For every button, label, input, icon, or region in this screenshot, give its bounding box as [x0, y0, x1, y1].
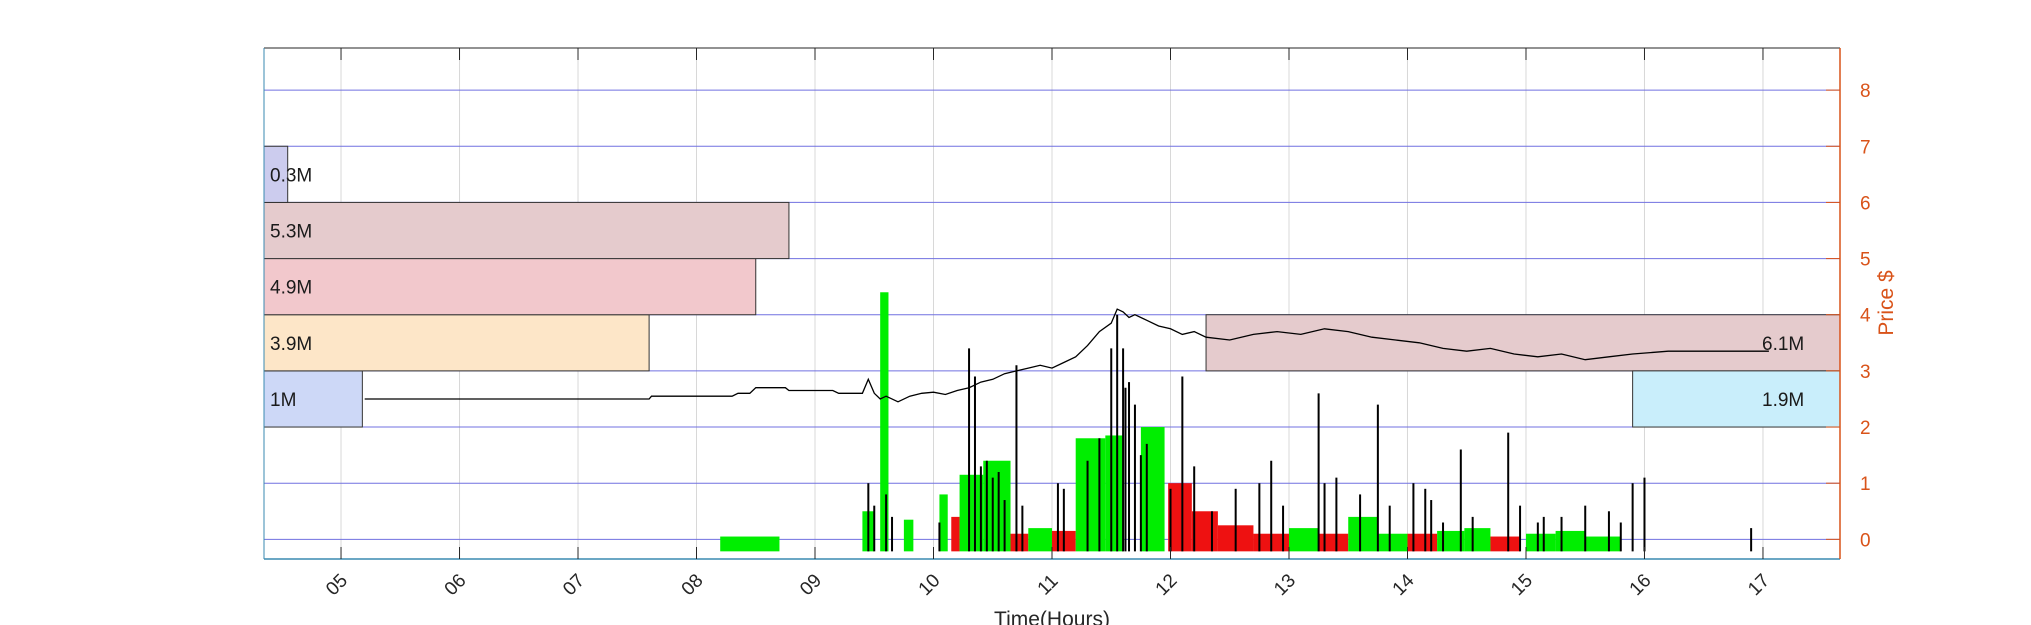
- volume-bar: [959, 474, 984, 552]
- volume-bar: [1318, 533, 1349, 552]
- volume-profile-label: 4.9M: [270, 278, 312, 299]
- volume-bar: [1490, 536, 1521, 552]
- price-line-group: [364, 308, 1769, 403]
- volume-profile-box: [263, 201, 790, 260]
- volume-profile-label: 0.3M: [270, 165, 312, 186]
- volume-bar: [880, 292, 889, 552]
- volume-bar: [1140, 427, 1165, 552]
- volume-bar: [951, 516, 960, 552]
- y-tick-label: 7: [1860, 137, 1871, 158]
- volume-bar: [1075, 438, 1106, 552]
- volume-profile-box: [1205, 314, 1841, 372]
- volume-profile-box: [1632, 370, 1841, 428]
- y-tick-label: 5: [1860, 250, 1871, 271]
- y-tick-label: 0: [1860, 530, 1871, 551]
- volume-bar: [1010, 533, 1029, 552]
- volume-ticks: [867, 314, 1753, 552]
- volume-bar: [903, 519, 914, 552]
- volume-profile-box: [263, 370, 363, 428]
- y-tick-label: 8: [1860, 81, 1871, 102]
- volume-profile-label: 3.9M: [270, 334, 312, 355]
- y-axis-title: Price $: [1875, 270, 1898, 336]
- volume-profile-box: [263, 314, 650, 372]
- volume-bar: [939, 494, 948, 552]
- volume-bar: [720, 536, 780, 552]
- volume-profile-label: 5.3M: [270, 222, 312, 243]
- x-axis-title: Time(Hours): [994, 608, 1110, 625]
- y-tick-label: 4: [1860, 306, 1871, 327]
- volume-bar: [1407, 533, 1438, 552]
- volume-bar: [1525, 533, 1556, 552]
- volume-bar: [1555, 530, 1586, 552]
- axes: [263, 47, 1841, 560]
- volume-bar: [1191, 511, 1218, 552]
- volume-bar: [1377, 533, 1408, 552]
- volume-bar: [1585, 536, 1621, 552]
- volume-bar: [1348, 516, 1378, 552]
- y-tick-labels: 0 1 2 3 4 5 6 7 8: [1860, 81, 1871, 551]
- y-tick-label: 3: [1860, 362, 1871, 383]
- volume-profile-label: 1M: [270, 390, 296, 411]
- volume-bar: [1464, 528, 1491, 552]
- y-tick-label: 2: [1860, 418, 1871, 439]
- volume-bar: [1288, 528, 1319, 552]
- volume-bar: [1028, 528, 1052, 552]
- y-tick-label: 1: [1860, 474, 1871, 495]
- y-tick-label: 6: [1860, 193, 1871, 214]
- volume-bar: [1168, 483, 1192, 552]
- price-line: [364, 308, 1769, 403]
- volume-profile-label: 6.1M: [1762, 334, 1804, 355]
- volume-profile-box: [263, 258, 757, 316]
- volume-profile-label: 1.9M: [1762, 390, 1804, 411]
- volume-bar: [1105, 435, 1124, 552]
- time-gridlines: [340, 48, 1764, 559]
